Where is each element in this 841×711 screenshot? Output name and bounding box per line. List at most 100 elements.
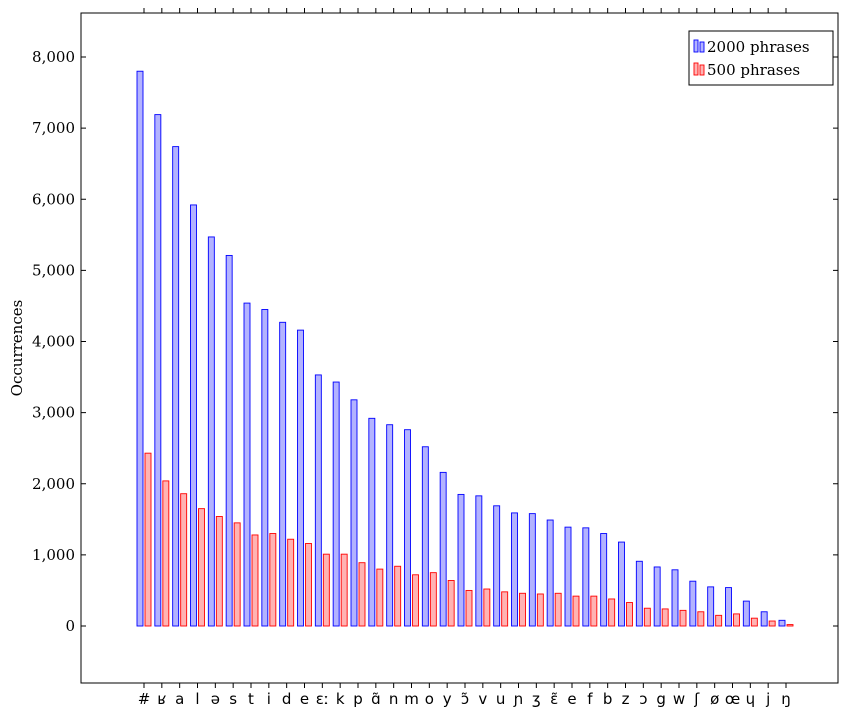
bar-500-phrases (447, 580, 455, 627)
x-tick-label: a (175, 690, 184, 708)
bar-500-phrases (608, 598, 616, 627)
legend-items: 2000 phrases 500 phrases (693, 38, 810, 79)
bar-2000-phrases (439, 471, 447, 627)
bar-2000-phrases (332, 381, 340, 627)
bar-500-phrases (251, 534, 259, 627)
bar-2000-phrases (404, 429, 411, 627)
bar-2000-phrases (279, 321, 287, 627)
bar-500-phrases (750, 617, 758, 627)
bar-2000-phrases (493, 505, 501, 627)
x-tick-label: ʃ (693, 690, 700, 708)
bar-2000-phrases (600, 533, 608, 627)
x-tick-label: k (336, 690, 345, 708)
bar-500-phrases (198, 508, 205, 627)
x-tick-label: œ (725, 690, 740, 708)
legend: 2000 phrases 500 phrases (688, 30, 834, 86)
x-tick-label: g (656, 690, 666, 708)
bar-2000-phrases (225, 254, 233, 627)
x-tick-label: ɑ̃ (371, 690, 381, 708)
x-tick-label: ʁ (157, 690, 166, 708)
x-tick-label: # (138, 690, 151, 708)
bar-500-phrases (144, 452, 152, 627)
x-tick-label: ɲ (513, 690, 524, 708)
y-tick-label: 8,000 (32, 48, 75, 66)
bar-2000-phrases (457, 493, 465, 627)
x-tick-label: l (195, 690, 199, 708)
x-axis: # ʁ a l ə s t i d e ɛː k p ɑ̃ n m o y ɔ̃ v u ɲ ʒ ɛ̃ e f b z ɔ g w ʃ ø œ ɥ j… (138, 8, 791, 708)
bar-500-phrases (679, 609, 687, 627)
x-tick-label: y (443, 690, 452, 708)
bar-500-phrases (429, 572, 437, 627)
bar-2000-phrases (511, 512, 518, 627)
x-tick-label: ɔ̃ (461, 690, 469, 708)
y-tick-label: 3,000 (32, 404, 75, 422)
bar-500-phrases (572, 595, 580, 627)
bar-500-phrases (215, 516, 223, 627)
x-tick-label: p (353, 690, 363, 708)
bar-500-phrases (697, 611, 705, 627)
x-tick-label: i (267, 690, 271, 708)
x-tick-label: d (282, 690, 292, 708)
bar-2000-phrases (778, 619, 786, 627)
x-tick-label: w (673, 690, 685, 708)
bar-500-phrases (643, 607, 651, 627)
bar-500-phrases (554, 592, 562, 627)
y-axis-label: Occurrences (8, 300, 26, 397)
y-tick-label: 5,000 (32, 261, 75, 279)
bar-500-phrases (162, 480, 170, 627)
bar-500-phrases (322, 553, 330, 627)
x-tick-label: ʒ (532, 690, 541, 708)
bar-500-phrases (501, 591, 509, 627)
plot-frame (80, 12, 839, 684)
x-tick-label: e (567, 690, 576, 708)
x-tick-label: o (425, 690, 434, 708)
bar-500-phrases (536, 593, 544, 627)
bar-500-phrases (483, 588, 491, 627)
bar-2000-phrases (421, 446, 429, 627)
bar-2000-phrases (564, 526, 572, 627)
bar-2000-phrases (689, 580, 697, 627)
bar-500-phrases (305, 543, 312, 627)
bar-500-phrases (180, 493, 188, 627)
y-tick-label: 1,000 (32, 546, 75, 564)
x-tick-label: ɥ (746, 690, 756, 708)
bar-500-phrases (233, 522, 241, 627)
x-tick-label: ɛː (316, 690, 329, 708)
x-tick-label: b (603, 690, 613, 708)
bar-2000-phrases (725, 587, 732, 627)
x-tick-label: z (622, 690, 630, 708)
x-tick-label: s (229, 690, 237, 708)
x-tick-label: t (248, 690, 254, 708)
bar-2000-phrases (742, 600, 750, 627)
bar-2000-phrases (297, 329, 304, 627)
bar-2000-phrases (760, 611, 768, 627)
x-tick-label: ə (211, 690, 220, 708)
x-tick-label: n (389, 690, 399, 708)
x-tick-label: m (404, 690, 419, 708)
legend-swatch (693, 62, 699, 76)
bar-2000-phrases (261, 309, 269, 627)
bar-500-phrases (786, 624, 794, 627)
x-tick-label: u (496, 690, 506, 708)
bar-500-phrases (519, 592, 526, 627)
bar-2000-phrases (582, 527, 590, 627)
bar-500-phrases (465, 589, 473, 627)
bar-500-phrases (590, 595, 598, 627)
bar-2000-phrases (368, 417, 376, 627)
bar-2000-phrases (136, 70, 144, 627)
bar-500-phrases (715, 614, 723, 627)
bar-500-phrases (340, 553, 348, 627)
bar-2000-phrases (546, 519, 554, 627)
bar-500-phrases (269, 533, 277, 627)
x-tick-label: ɔ (639, 690, 647, 708)
bar-2000-phrases (172, 146, 180, 627)
x-tick-label: f (587, 690, 593, 708)
x-tick-label: ŋ (781, 690, 791, 708)
bar-500-phrases (768, 620, 776, 627)
bar-500-phrases (733, 613, 740, 627)
bar-2000-phrases (618, 541, 625, 627)
bar-2000-phrases (314, 374, 322, 627)
bar-500-phrases (358, 562, 366, 627)
legend-swatch (693, 39, 699, 53)
